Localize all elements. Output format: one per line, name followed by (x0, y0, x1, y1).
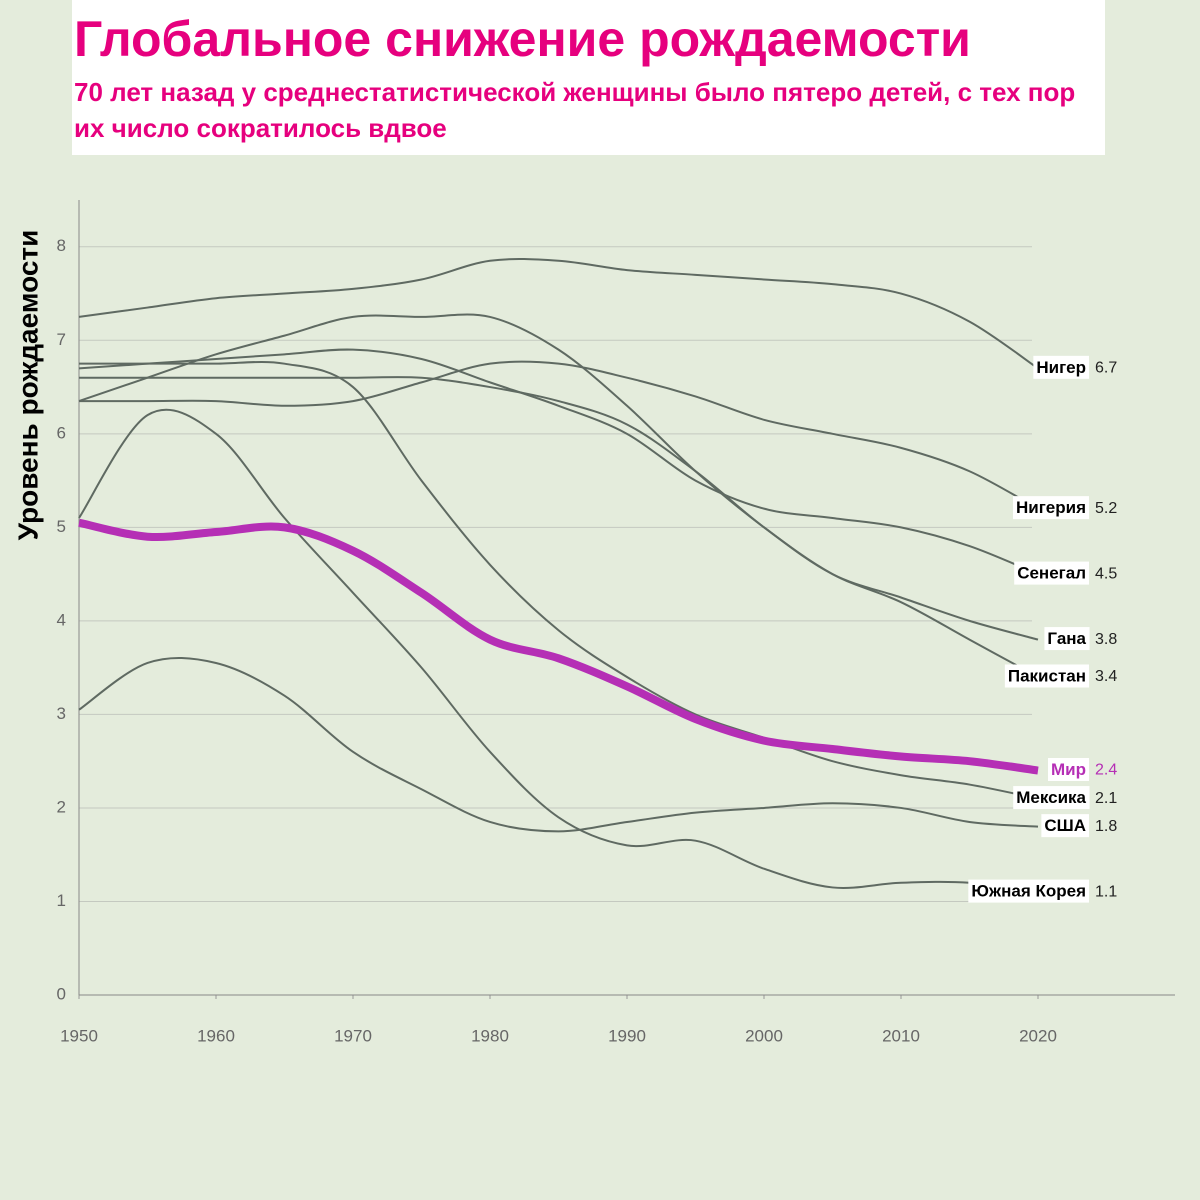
y-tick-label: 5 (57, 517, 66, 536)
legend-label: Мир (1051, 760, 1086, 779)
value-label: 2.1 (1095, 790, 1117, 807)
legend-label: Пакистан (1008, 666, 1086, 685)
x-tick-label: 2020 (1019, 1026, 1057, 1045)
label-bg (1048, 758, 1089, 782)
series-label: Южная Корея 1.1 (968, 879, 1117, 903)
y-axis-label: Уровень рождаемости (12, 230, 43, 541)
series-line (79, 376, 1039, 678)
series-label: Нигер 6.7 (1033, 355, 1117, 379)
series-line (79, 360, 1039, 800)
legend-label: Сенегал (1017, 564, 1086, 583)
chart-subtitle: 70 лет назад у среднестатистической женщ… (74, 77, 1076, 143)
x-tick-label: 1980 (471, 1026, 509, 1045)
series-line (78, 257, 1039, 370)
legend-label: Нигер (1036, 358, 1086, 377)
legend-label: Мексика (1016, 788, 1086, 807)
x-tick-label: 2010 (882, 1026, 920, 1045)
series-line (79, 360, 1039, 510)
label-bg (1012, 496, 1089, 520)
series-label: Мир 2.4 (1048, 758, 1117, 782)
header: Глобальное снижение рождаемости 70 лет н… (72, 0, 1105, 155)
label-bg (968, 879, 1089, 903)
y-tick-label: 8 (57, 236, 66, 255)
y-tick-label: 1 (57, 891, 66, 910)
legend-label: Нигерия (1016, 498, 1086, 517)
label-bg (1041, 814, 1089, 838)
label-bg (1004, 664, 1089, 688)
series-label: Мексика 2.1 (1013, 786, 1117, 810)
series-label: США 1.8 (1041, 814, 1117, 838)
value-label: 2.4 (1095, 762, 1117, 779)
y-tick-label: 6 (57, 423, 66, 442)
y-tick-label: 7 (57, 330, 66, 349)
label-bg (1013, 786, 1090, 810)
x-tick-label: 1960 (197, 1026, 235, 1045)
series-line (78, 313, 1039, 641)
series-label: Нигерия 5.2 (1012, 496, 1117, 520)
series-line (78, 348, 1039, 576)
value-label: 3.4 (1095, 668, 1117, 685)
y-tick-label: 4 (57, 610, 66, 629)
x-tick-label: 2000 (745, 1026, 783, 1045)
series-label: Пакистан 3.4 (1004, 664, 1117, 688)
y-tick-label: 3 (57, 704, 66, 723)
series-label: Сенегал 4.5 (1014, 561, 1117, 585)
value-label: 1.8 (1095, 818, 1117, 835)
legend-label: США (1044, 816, 1086, 835)
label-bg (1014, 561, 1089, 585)
label-bg (1033, 355, 1089, 379)
series-line (78, 656, 1039, 833)
label-bg (1044, 627, 1090, 651)
legend-label: Гана (1047, 629, 1086, 648)
series-line (78, 408, 1039, 894)
y-tick-label: 0 (57, 984, 66, 1003)
series-line (78, 518, 1039, 775)
value-label: 5.2 (1095, 500, 1117, 517)
series-label: Гана 3.8 (1044, 627, 1117, 651)
legend-label: Южная Корея (971, 882, 1086, 901)
y-tick-label: 2 (57, 797, 66, 816)
value-label: 1.1 (1095, 883, 1117, 900)
x-tick-label: 1970 (334, 1026, 372, 1045)
chart-title: Глобальное снижение рождаемости (74, 11, 971, 67)
value-label: 4.5 (1095, 565, 1117, 582)
x-tick-label: 1990 (608, 1026, 646, 1045)
value-label: 6.7 (1095, 360, 1117, 377)
value-label: 3.8 (1095, 631, 1117, 648)
x-tick-label: 1950 (60, 1026, 98, 1045)
